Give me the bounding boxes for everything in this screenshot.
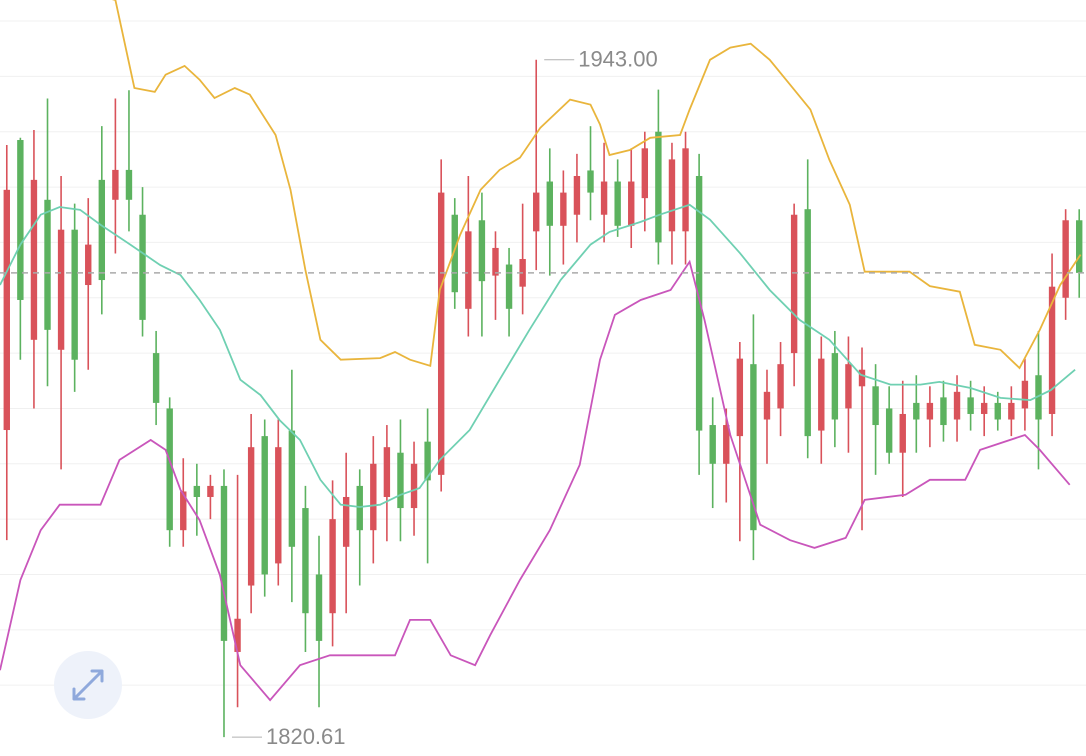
candle-body bbox=[818, 358, 825, 431]
candle-body bbox=[777, 364, 784, 409]
expand-button[interactable] bbox=[54, 651, 122, 719]
candle-body bbox=[302, 508, 309, 614]
candle-body bbox=[600, 181, 608, 215]
candle-body bbox=[763, 391, 771, 420]
band-line bbox=[0, 259, 1071, 702]
candle-body bbox=[180, 491, 187, 531]
candle-body bbox=[207, 485, 214, 497]
candle-body bbox=[275, 447, 282, 564]
candle-body bbox=[628, 181, 635, 226]
candle-body bbox=[193, 485, 201, 497]
candle-body bbox=[410, 463, 418, 509]
band-line bbox=[0, 203, 1076, 508]
candle-body bbox=[831, 353, 839, 420]
candle-body bbox=[465, 231, 472, 309]
candle-body bbox=[1048, 286, 1056, 414]
candle-body bbox=[587, 170, 594, 193]
candle-body bbox=[804, 209, 811, 437]
candle-body bbox=[288, 430, 296, 547]
candle-body bbox=[342, 496, 350, 547]
candle-body bbox=[614, 181, 621, 226]
candle-body bbox=[858, 369, 866, 387]
candle-body bbox=[1076, 220, 1083, 273]
candle-body bbox=[695, 175, 703, 431]
candle-body bbox=[98, 179, 106, 281]
candle-body bbox=[57, 229, 65, 350]
candle-body bbox=[546, 181, 553, 226]
candle-body bbox=[913, 402, 920, 420]
candle-body bbox=[980, 402, 988, 414]
candle-body bbox=[899, 413, 906, 453]
candle-body bbox=[1008, 402, 1015, 420]
candle-body bbox=[573, 175, 581, 215]
candle-body bbox=[451, 214, 458, 293]
candle-body bbox=[641, 148, 649, 199]
candle-body bbox=[71, 229, 78, 360]
candle-body bbox=[166, 408, 173, 531]
candle-body bbox=[1021, 380, 1029, 409]
candle-body bbox=[885, 408, 893, 453]
candle-body bbox=[356, 485, 363, 531]
candle-body bbox=[953, 391, 961, 420]
candle-body bbox=[424, 441, 431, 481]
candle-body bbox=[1062, 220, 1069, 298]
candle-body bbox=[370, 463, 377, 531]
candle-body bbox=[234, 618, 241, 652]
candle-body bbox=[152, 353, 160, 403]
candle-body bbox=[220, 485, 228, 641]
candle-body bbox=[329, 519, 336, 614]
annotation-label: 1943.00 bbox=[578, 47, 658, 72]
annotation-label: 1820.61 bbox=[266, 724, 346, 749]
candle-body bbox=[967, 397, 974, 414]
candle-body bbox=[505, 264, 513, 309]
candle-body bbox=[85, 244, 92, 286]
candle-body bbox=[112, 169, 119, 200]
candle-body bbox=[1035, 375, 1042, 420]
candle-body bbox=[17, 140, 24, 300]
candle-body bbox=[736, 358, 744, 437]
candle-body bbox=[682, 148, 689, 232]
candle-body bbox=[139, 214, 146, 320]
candle-body bbox=[790, 214, 798, 354]
expand-icon[interactable] bbox=[72, 669, 104, 701]
candle-body bbox=[533, 192, 540, 232]
candle-body bbox=[383, 447, 391, 497]
candle-body bbox=[655, 131, 662, 243]
candle-body bbox=[247, 447, 255, 586]
candle-body bbox=[3, 189, 10, 431]
candle-body bbox=[315, 574, 323, 641]
candle-body bbox=[940, 397, 947, 426]
candle-body bbox=[668, 159, 676, 232]
candle-body bbox=[872, 386, 879, 426]
candle-body bbox=[397, 452, 404, 509]
band-line bbox=[111, 0, 1082, 370]
candle-body bbox=[709, 425, 716, 464]
candle-body bbox=[261, 436, 268, 575]
candle-body bbox=[750, 364, 757, 531]
candle-body bbox=[44, 199, 51, 330]
candle-body bbox=[845, 364, 852, 409]
candle-body bbox=[30, 179, 38, 340]
candle-body bbox=[125, 169, 133, 200]
candle-body bbox=[926, 402, 934, 420]
candle-body bbox=[437, 192, 445, 475]
candle-body bbox=[723, 425, 730, 464]
candle-body bbox=[492, 247, 499, 276]
candle-body bbox=[994, 402, 1001, 420]
candle-body bbox=[560, 192, 567, 226]
candle-body bbox=[478, 220, 486, 282]
